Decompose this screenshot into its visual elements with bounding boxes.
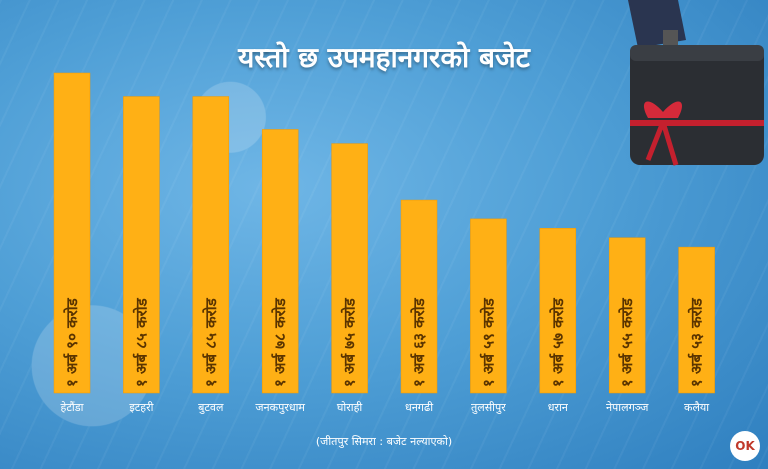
bar-8 <box>539 228 577 394</box>
bar-value-label-2: १ अर्ब ८५ करोड <box>132 297 150 387</box>
bar-5 <box>331 143 368 394</box>
category-label-3: बुटवल <box>198 401 224 414</box>
bar-value-label-9: १ अर्ब ५५ करोड <box>618 297 636 387</box>
chart-title: यस्तो छ उपमहानगरको बजेट <box>238 41 530 74</box>
bar-value-label-7: १ अर्ब ५९ करोड <box>479 297 497 387</box>
bar-value-label-4: १ अर्ब ७८ करोड <box>271 297 289 387</box>
onlinekhabar-logo: OK <box>730 431 760 461</box>
bar-3 <box>192 96 230 394</box>
category-label-1: हेटौंडा <box>61 401 84 414</box>
bar-7 <box>470 218 507 394</box>
bar-1 <box>53 72 91 394</box>
bar-2 <box>123 96 160 394</box>
category-label-5: घोराही <box>337 401 363 414</box>
category-label-10: कलैया <box>684 401 709 414</box>
bar-value-label-5: १ अर्ब ७५ करोड <box>341 297 359 387</box>
category-label-4: जनकपुरधाम <box>255 401 305 414</box>
category-label-7: तुलसीपुर <box>471 401 506 414</box>
bar-value-label-10: १ अर्ब ५३ करोड <box>688 297 706 387</box>
bar-4 <box>261 129 299 394</box>
category-label-9: नेपालगञ्ज <box>606 401 649 414</box>
bar-6 <box>400 199 438 394</box>
bar-9 <box>608 237 646 394</box>
category-label-6: धनगढी <box>405 401 433 414</box>
bar-value-label-6: १ अर्ब ६३ करोड <box>410 297 428 387</box>
bar-value-label-1: १ अर्ब ९० करोड <box>63 297 81 387</box>
bar-value-label-8: १ अर्ब ५७ करोड <box>549 297 567 387</box>
bar-10 <box>678 246 715 394</box>
bar-value-label-3: १ अर्ब ८५ करोड <box>202 297 220 387</box>
briefcase-icon <box>608 0 768 184</box>
category-label-8: धरान <box>548 401 569 414</box>
category-label-2: इटहरी <box>129 401 153 414</box>
source-note: (जीतपुर सिमरा : बजेट नल्याएको) <box>315 435 453 448</box>
